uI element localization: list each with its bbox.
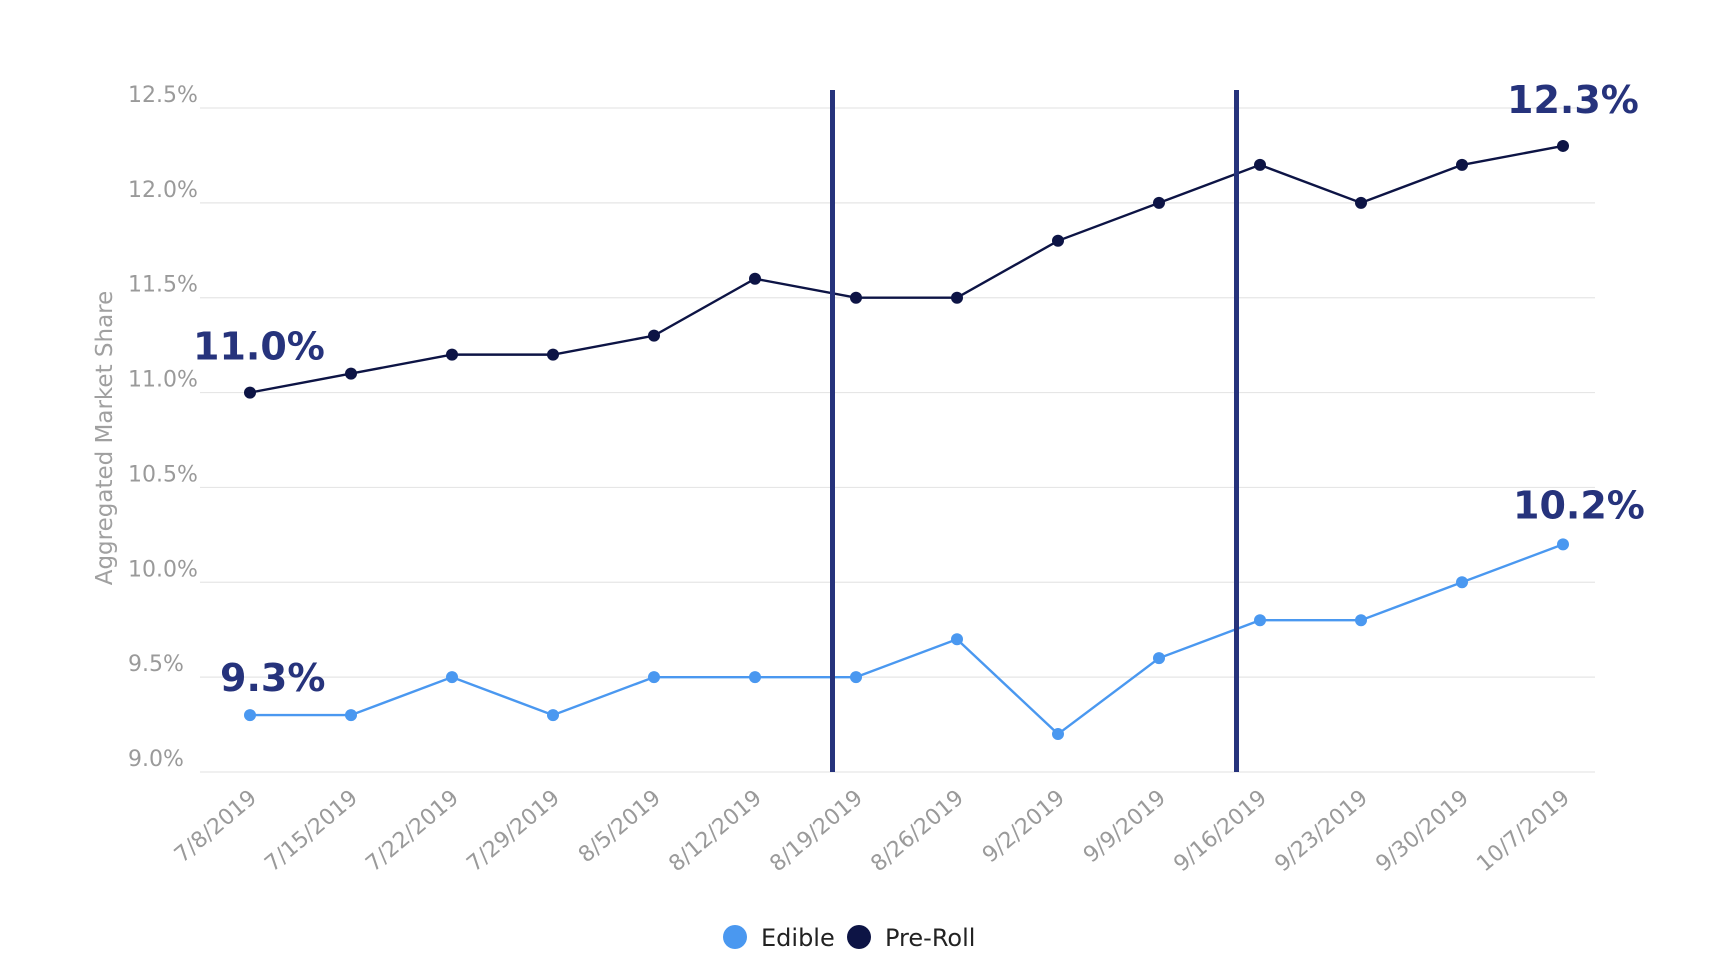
x-tick-label: 9/30/2019	[1371, 785, 1473, 877]
data-point-edible	[446, 671, 458, 684]
annotation-label: 9.3%	[220, 656, 325, 700]
data-point-pre-roll	[951, 291, 963, 304]
series-lines	[244, 139, 1569, 741]
data-point-edible	[345, 709, 357, 722]
y-axis-label: Aggregated Market Share	[92, 291, 118, 586]
x-tick-label: 9/16/2019	[1169, 785, 1271, 877]
x-tick-label: 8/5/2019	[574, 785, 666, 868]
y-tick-label: 10.5%	[128, 462, 198, 487]
y-tick-label: 12.0%	[128, 178, 198, 203]
annotation-label: 12.3%	[1507, 78, 1639, 122]
x-tick-label: 9/2/2019	[978, 785, 1070, 868]
grid-lines	[200, 107, 1595, 773]
annotation-label: 11.0%	[193, 325, 325, 369]
y-tick-label: 9.0%	[128, 747, 184, 772]
y-tick-label: 9.5%	[128, 652, 184, 677]
data-point-edible	[1456, 576, 1468, 589]
y-tick-label: 12.5%	[128, 83, 198, 108]
data-point-pre-roll	[244, 386, 256, 399]
data-point-edible	[749, 671, 761, 684]
data-point-edible	[1557, 538, 1569, 551]
data-point-edible	[244, 709, 256, 722]
legend-label-pre-roll: Pre-Roll	[885, 924, 975, 952]
data-point-edible	[1153, 652, 1165, 665]
y-tick-label: 11.5%	[128, 273, 198, 298]
annotation-label: 10.2%	[1513, 483, 1645, 527]
data-point-pre-roll	[1254, 158, 1266, 171]
data-point-pre-roll	[547, 348, 559, 361]
data-point-pre-roll	[1557, 139, 1569, 152]
series-line-pre-roll	[249, 144, 1564, 394]
data-point-pre-roll	[446, 348, 458, 361]
data-point-pre-roll	[345, 367, 357, 380]
x-tick-label: 7/15/2019	[260, 785, 362, 877]
x-tick-label: 8/19/2019	[765, 785, 867, 877]
x-tick-label: 9/23/2019	[1270, 785, 1372, 877]
data-point-edible	[547, 709, 559, 722]
y-axis-ticks: 12.5% 12.0% 11.5% 11.0% 10.5% 10.0% 9.5% 9.0%	[128, 83, 198, 772]
x-tick-label: 7/22/2019	[361, 785, 463, 877]
data-point-edible	[1254, 614, 1266, 627]
legend: Edible Pre-Roll	[723, 924, 975, 952]
data-point-pre-roll	[1153, 196, 1165, 209]
x-tick-label: 8/12/2019	[664, 785, 766, 877]
x-tick-label: 7/29/2019	[462, 785, 564, 877]
series-line-edible	[250, 543, 1564, 736]
data-point-pre-roll	[749, 272, 761, 285]
y-tick-label: 10.0%	[128, 557, 198, 582]
x-tick-label: 8/26/2019	[866, 785, 968, 877]
data-point-pre-roll	[1456, 158, 1468, 171]
data-point-edible	[1355, 614, 1367, 627]
x-tick-label: 10/7/2019	[1472, 785, 1574, 877]
legend-marker-edible	[723, 925, 747, 949]
data-point-edible	[850, 671, 862, 684]
legend-marker-pre-roll	[847, 925, 871, 949]
data-point-edible	[648, 671, 660, 684]
annotations: 11.0% 12.3% 9.3% 10.2%	[193, 78, 1645, 700]
legend-label-edible: Edible	[761, 924, 835, 952]
data-point-pre-roll	[1355, 196, 1367, 209]
data-point-pre-roll	[850, 291, 862, 304]
data-point-pre-roll	[648, 329, 660, 342]
data-point-pre-roll	[1052, 234, 1064, 247]
x-tick-label: 9/9/2019	[1079, 785, 1171, 868]
x-tick-label: 7/8/2019	[170, 785, 262, 868]
reference-lines	[830, 90, 1239, 772]
y-tick-label: 11.0%	[128, 368, 198, 393]
data-point-edible	[951, 633, 963, 646]
data-point-edible	[1052, 728, 1064, 741]
